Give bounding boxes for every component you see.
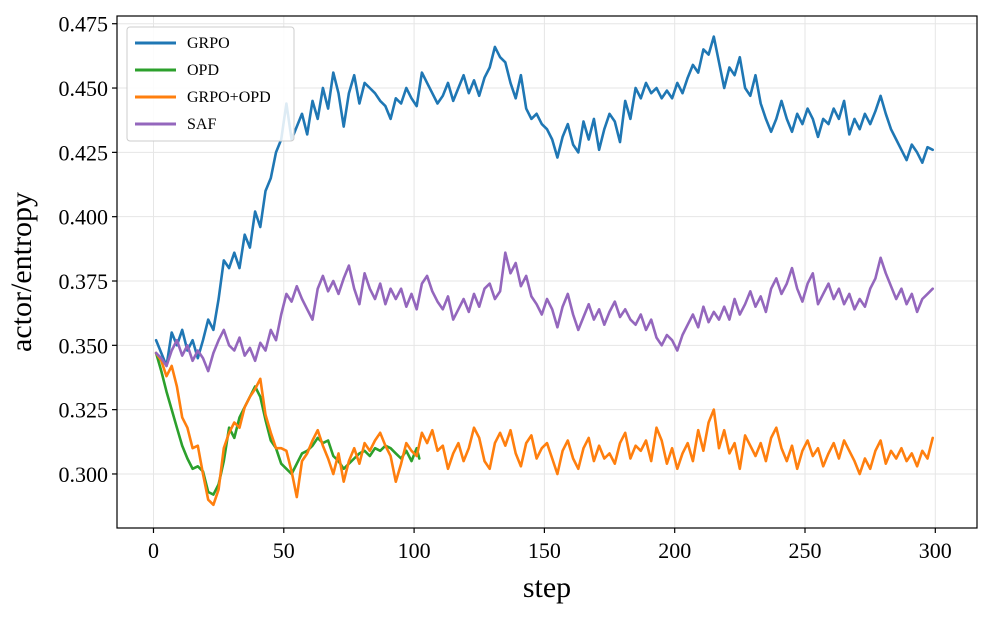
y-tick-label: 0.300: [59, 462, 109, 487]
x-tick-label: 250: [789, 538, 822, 563]
x-tick-label: 300: [919, 538, 952, 563]
x-tick-label: 100: [398, 538, 431, 563]
y-tick-label: 0.450: [59, 76, 109, 101]
y-tick-label: 0.375: [59, 269, 109, 294]
legend-label-grpo-opd: GRPO+OPD: [187, 89, 271, 106]
y-tick-label: 0.400: [59, 205, 109, 230]
series-line-grpo-opd: [154, 351, 934, 507]
x-axis-label: step: [523, 571, 571, 604]
legend-label-grpo: GRPO: [187, 35, 230, 52]
y-tick-label: 0.475: [59, 12, 109, 37]
x-tick-label: 200: [658, 538, 691, 563]
legend-box: [126, 26, 295, 142]
x-tick-label: 50: [273, 538, 295, 563]
x-tick-label: 150: [528, 538, 561, 563]
series-line-saf: [154, 251, 934, 373]
y-tick-label: 0.325: [59, 398, 109, 423]
y-tick-label: 0.425: [59, 140, 109, 165]
legend: GRPO OPD GRPO+OPD SAF: [126, 26, 295, 142]
legend-label-saf: SAF: [187, 116, 216, 133]
x-tick-label: 0: [148, 538, 159, 563]
axis-ticks: 0 50 100 150 200 250 300 0.300 0.325 0.350 0.375 0.…: [59, 12, 952, 563]
grid: [117, 16, 977, 528]
plot-frame: [116, 15, 978, 529]
series-line-opd: [154, 351, 421, 496]
legend-label-opd: OPD: [187, 62, 219, 79]
y-axis-label: actor/entropy: [5, 192, 38, 352]
y-tick-label: 0.350: [59, 333, 109, 358]
